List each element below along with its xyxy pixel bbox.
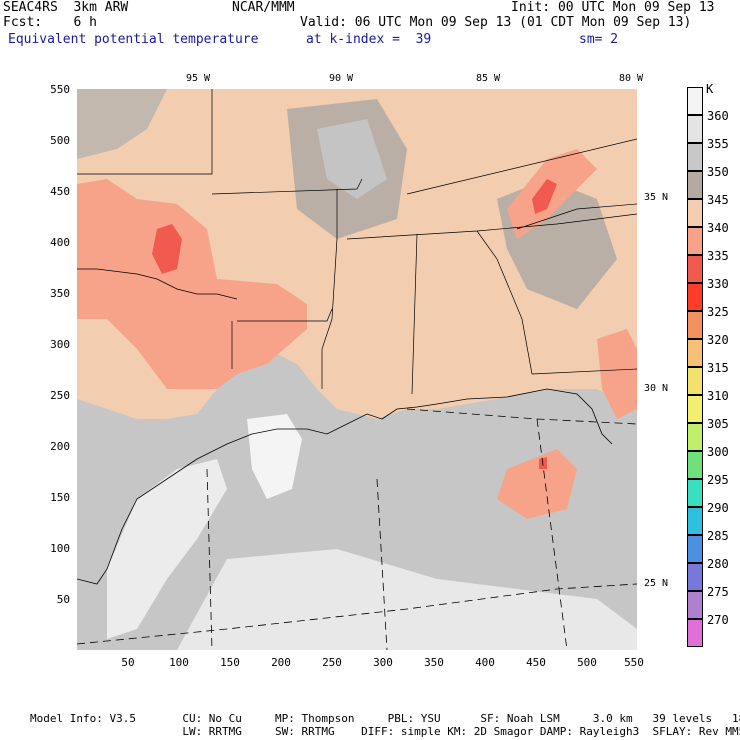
legend-unit: K (706, 82, 714, 96)
lon-label: 95 W (185, 73, 211, 84)
legend-swatch (687, 395, 703, 423)
x-tick: 100 (169, 656, 189, 669)
y-tick: 150 (50, 491, 70, 504)
legend-swatch (687, 143, 703, 171)
x-tick: 300 (373, 656, 393, 669)
x-tick: 50 (121, 656, 135, 669)
legend-level: 355 (707, 137, 729, 151)
gulf-light-area (107, 459, 227, 639)
legend-swatch (687, 591, 703, 619)
state-borders (77, 89, 637, 395)
legend-swatch (687, 283, 703, 311)
legend-level: 315 (707, 361, 729, 375)
legend-level: 325 (707, 305, 729, 319)
lon-label: 90 W (328, 73, 354, 84)
x-tick: 400 (475, 656, 495, 669)
coastline (77, 388, 613, 585)
legend-swatch (687, 199, 703, 227)
legend-level: 330 (707, 277, 729, 291)
level-info: at k-index = 39 (306, 32, 432, 47)
legend-level: 290 (707, 501, 729, 515)
x-tick: 500 (577, 656, 597, 669)
legend-swatch (687, 339, 703, 367)
x-tick: 250 (322, 656, 342, 669)
institution: NCAR/MMM (232, 0, 295, 15)
y-tick: 300 (50, 338, 70, 351)
model-info-line1: Model Info: V3.5 CU: No Cu MP: Thompson … (30, 712, 740, 725)
legend-swatch (687, 171, 703, 199)
y-tick: 450 (50, 185, 70, 198)
legend-level: 305 (707, 417, 729, 431)
y-tick: 550 (50, 83, 70, 96)
legend-swatch (687, 563, 703, 591)
legend-swatch (687, 535, 703, 563)
legend-swatch (687, 619, 703, 647)
projection-gridlines (77, 408, 637, 650)
x-tick: 200 (271, 656, 291, 669)
model-title: SEAC4RS 3km ARW (3, 0, 129, 15)
legend-level: 320 (707, 333, 729, 347)
theta-e-335 (532, 179, 557, 214)
valid-time: Valid: 06 UTC Mon 09 Sep 13 (01 CDT Mon … (300, 15, 692, 30)
legend-level: 340 (707, 221, 729, 235)
x-tick: 150 (220, 656, 240, 669)
theta-e-map (77, 89, 637, 650)
x-tick: 450 (526, 656, 546, 669)
y-tick: 250 (50, 389, 70, 402)
model-info-line2: LW: RRTMG SW: RRTMG DIFF: simple KM: 2D … (30, 725, 740, 738)
legend-swatch (687, 507, 703, 535)
gulf-light-area (247, 414, 302, 499)
legend-swatch (687, 423, 703, 451)
legend-level: 350 (707, 165, 729, 179)
legend-level: 345 (707, 193, 729, 207)
legend-level: 335 (707, 249, 729, 263)
legend-swatch (687, 367, 703, 395)
legend-level: 270 (707, 613, 729, 627)
smoothing-info: sm= 2 (579, 32, 619, 47)
field-name: Equivalent potential temperature (8, 32, 259, 47)
legend-level: 295 (707, 473, 729, 487)
y-tick: 500 (50, 134, 70, 147)
gulf-light-area (177, 549, 637, 650)
legend-swatch (687, 255, 703, 283)
forecast-hour: Fcst: 6 h (3, 15, 97, 30)
legend-level: 285 (707, 529, 729, 543)
y-tick: 50 (56, 593, 70, 606)
legend-level: 280 (707, 557, 729, 571)
legend-swatch (687, 87, 703, 115)
y-tick: 200 (50, 440, 70, 453)
y-tick: 350 (50, 287, 70, 300)
legend-level: 300 (707, 445, 729, 459)
legend-swatch (687, 115, 703, 143)
legend-level: 275 (707, 585, 729, 599)
legend-level: 310 (707, 389, 729, 403)
legend-level: 360 (707, 109, 729, 123)
legend-swatch (687, 451, 703, 479)
lon-label: 80 W (618, 73, 644, 84)
map-panel (77, 89, 637, 650)
lat-label: 25 N (644, 578, 669, 589)
x-tick: 350 (424, 656, 444, 669)
lon-label: 85 W (475, 73, 501, 84)
theta-e-340 (497, 449, 577, 519)
y-tick: 100 (50, 542, 70, 555)
init-time: Init: 00 UTC Mon 09 Sep 13 (511, 0, 715, 15)
land-fill-gray (317, 119, 387, 199)
theta-e-340 (77, 179, 307, 389)
theta-e-335 (152, 224, 182, 274)
y-tick: 400 (50, 236, 70, 249)
theta-e-340 (597, 329, 637, 419)
lat-label: 30 N (644, 383, 669, 394)
land-fill-gray (77, 89, 167, 159)
legend-swatch (687, 311, 703, 339)
legend-swatch (687, 479, 703, 507)
lat-label: 35 N (644, 192, 669, 203)
legend-swatch (687, 227, 703, 255)
x-tick: 550 (624, 656, 644, 669)
